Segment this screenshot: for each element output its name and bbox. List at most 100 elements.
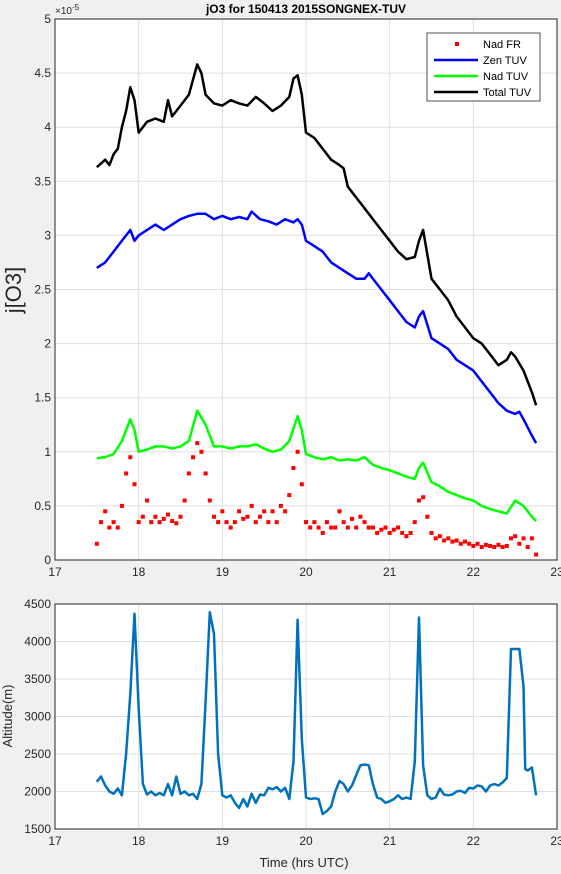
bottom-y-tick-label: 2500	[24, 747, 51, 761]
data-point	[278, 503, 283, 508]
data-point	[442, 538, 447, 543]
data-point	[220, 509, 225, 514]
series-line-altitude	[95, 611, 538, 816]
data-point	[496, 542, 501, 547]
data-point	[207, 498, 212, 503]
legend-box	[426, 32, 541, 102]
bottom-y-tick-label: 4000	[24, 635, 51, 649]
data-point	[341, 520, 346, 525]
top-x-tick-label: 21	[383, 565, 397, 579]
data-point	[299, 482, 304, 487]
data-point	[149, 520, 154, 525]
series-line-nad-tuv	[96, 409, 537, 522]
data-point	[283, 509, 288, 514]
top-x-tick-label: 22	[467, 565, 481, 579]
data-point	[462, 539, 467, 544]
data-point	[216, 520, 221, 525]
data-point	[383, 525, 388, 530]
data-point	[370, 525, 375, 530]
top-y-tick-label: 2.5	[34, 283, 51, 297]
legend-label: Zen TUV	[483, 55, 527, 67]
data-point	[249, 503, 254, 508]
bottom-series	[95, 611, 538, 816]
data-point	[211, 514, 216, 519]
top-y-tick-label: 5	[44, 12, 51, 26]
data-point	[115, 525, 120, 530]
data-point	[291, 466, 296, 471]
data-point	[534, 552, 539, 557]
data-point	[178, 514, 183, 519]
data-point	[224, 520, 229, 525]
data-point	[354, 525, 359, 530]
top-x-tick-label: 20	[299, 565, 313, 579]
data-point	[170, 519, 175, 524]
data-point	[508, 536, 513, 541]
data-point	[119, 503, 124, 508]
data-point	[124, 471, 129, 476]
top-y-tick-label: 0.5	[34, 499, 51, 513]
data-point	[412, 520, 417, 525]
data-point	[132, 482, 137, 487]
data-point	[471, 543, 476, 548]
legend-item: Zen TUV	[434, 55, 527, 67]
data-point	[429, 530, 434, 535]
data-point	[467, 541, 472, 546]
legend-item: Nad TUV	[434, 71, 529, 83]
top-y-tick-label: 0	[44, 553, 51, 567]
data-point	[479, 545, 484, 550]
data-point	[404, 534, 409, 539]
data-point	[199, 449, 204, 454]
data-point	[421, 495, 426, 500]
bottom-axes: 17 18 19 20 21 22 23 1500 2000 2500 3000 3500 4000 45…	[0, 597, 561, 870]
data-point	[157, 520, 162, 525]
data-point	[165, 512, 170, 517]
data-point	[500, 545, 505, 550]
data-point	[304, 520, 308, 525]
data-point	[128, 455, 133, 460]
top-plot-frame	[54, 18, 558, 561]
bottom-x-tick-label: 20	[299, 834, 313, 848]
data-point	[274, 520, 279, 525]
data-point	[140, 514, 145, 519]
data-point	[362, 520, 367, 525]
data-point	[408, 530, 413, 535]
legend-label: Nad FR	[483, 39, 521, 51]
top-y-tick-label: 1.5	[34, 391, 51, 405]
bottom-y-tick-label: 3000	[24, 710, 51, 724]
legend-label: Nad TUV	[483, 71, 529, 83]
data-point	[425, 514, 430, 519]
top-y-tick-label: 1	[44, 445, 51, 459]
data-point	[375, 530, 380, 535]
data-point	[316, 525, 321, 530]
legend: Nad FR Zen TUV Nad TUV Total TUV	[426, 32, 541, 102]
data-point	[241, 516, 246, 521]
data-point	[111, 520, 116, 525]
data-point	[358, 514, 363, 519]
data-point	[458, 541, 463, 546]
data-point	[337, 509, 342, 514]
data-point	[433, 536, 438, 541]
top-axes: 17 18 19 20 21 22 23 0 0.5 1 1.5 2 2.5 3 3.5 4 4.5 5 jO3 …	[1, 2, 561, 579]
data-point	[350, 516, 355, 521]
bottom-plot-frame	[54, 603, 558, 830]
data-point	[295, 449, 300, 454]
data-point	[153, 514, 158, 519]
data-point	[454, 538, 459, 543]
data-point	[450, 539, 455, 544]
data-point	[203, 471, 208, 476]
data-point	[396, 525, 401, 530]
data-point	[270, 509, 275, 514]
data-point	[245, 514, 250, 519]
top-y-tick-label: 4.5	[34, 66, 51, 80]
bottom-x-tick-label: 17	[48, 834, 62, 848]
data-point	[504, 543, 509, 548]
data-point	[266, 520, 271, 525]
data-point	[182, 498, 187, 503]
data-point	[324, 520, 329, 525]
legend-label: Total TUV	[483, 87, 532, 99]
data-point	[136, 520, 141, 525]
data-point	[161, 516, 166, 521]
legend-marker	[455, 42, 459, 46]
bottom-x-tick-label: 19	[216, 834, 230, 848]
